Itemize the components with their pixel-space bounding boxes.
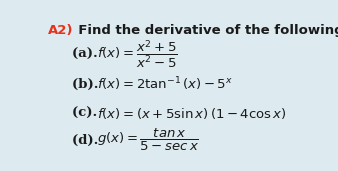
Text: A2): A2)	[47, 24, 73, 37]
Text: Find the derivative of the following functions:: Find the derivative of the following fun…	[69, 24, 338, 37]
Text: (b).: (b).	[72, 78, 103, 91]
Text: (c).: (c).	[72, 107, 102, 120]
Text: $g(x) = \dfrac{\mathit{tan}\,x}{5 - \mathit{sec}\,x}$: $g(x) = \dfrac{\mathit{tan}\,x}{5 - \mat…	[97, 127, 199, 153]
Text: (d).: (d).	[72, 134, 103, 147]
Text: $f(x) = \dfrac{x^2+5}{x^2-5}$: $f(x) = \dfrac{x^2+5}{x^2-5}$	[97, 38, 178, 70]
Text: $f(x) = 2\tan^{-1}(x) - 5^{x}$: $f(x) = 2\tan^{-1}(x) - 5^{x}$	[97, 76, 233, 93]
Text: (a).: (a).	[72, 48, 103, 61]
Text: $f(x) = (x + 5\sin x)\,(1 - 4\cos x)$: $f(x) = (x + 5\sin x)\,(1 - 4\cos x)$	[97, 106, 287, 121]
